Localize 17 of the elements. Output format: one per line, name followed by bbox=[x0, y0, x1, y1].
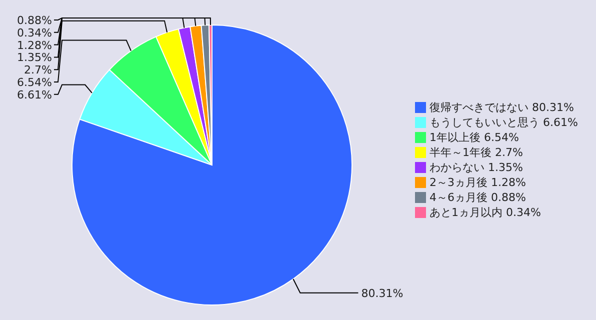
data-label: 0.34% bbox=[17, 26, 52, 40]
legend-label: もうしてもいいと思う 6.61% bbox=[430, 116, 578, 129]
data-label: 6.61% bbox=[17, 88, 52, 102]
legend-label: 半年～1年後 2.7% bbox=[430, 146, 523, 159]
data-label: 1.28% bbox=[17, 38, 52, 52]
legend-label: 1年以上後 6.54% bbox=[430, 131, 519, 144]
legend-label: 4～6ヵ月後 0.88% bbox=[430, 191, 526, 204]
data-label: 6.54% bbox=[17, 76, 52, 89]
data-label: 1.35% bbox=[17, 51, 52, 64]
legend-label: わからない 1.35% bbox=[430, 161, 523, 174]
data-label: 0.88% bbox=[17, 14, 52, 27]
legend-label: あと1ヵ月以内 0.34% bbox=[430, 206, 541, 219]
data-label: 2.7% bbox=[24, 64, 52, 77]
data-label: 80.31% bbox=[361, 286, 404, 300]
legend-label: 復帰すべきではない 80.31% bbox=[430, 101, 574, 114]
pie-slice bbox=[72, 24, 352, 306]
legend-label: 2～3ヵ月後 1.28% bbox=[430, 176, 526, 189]
